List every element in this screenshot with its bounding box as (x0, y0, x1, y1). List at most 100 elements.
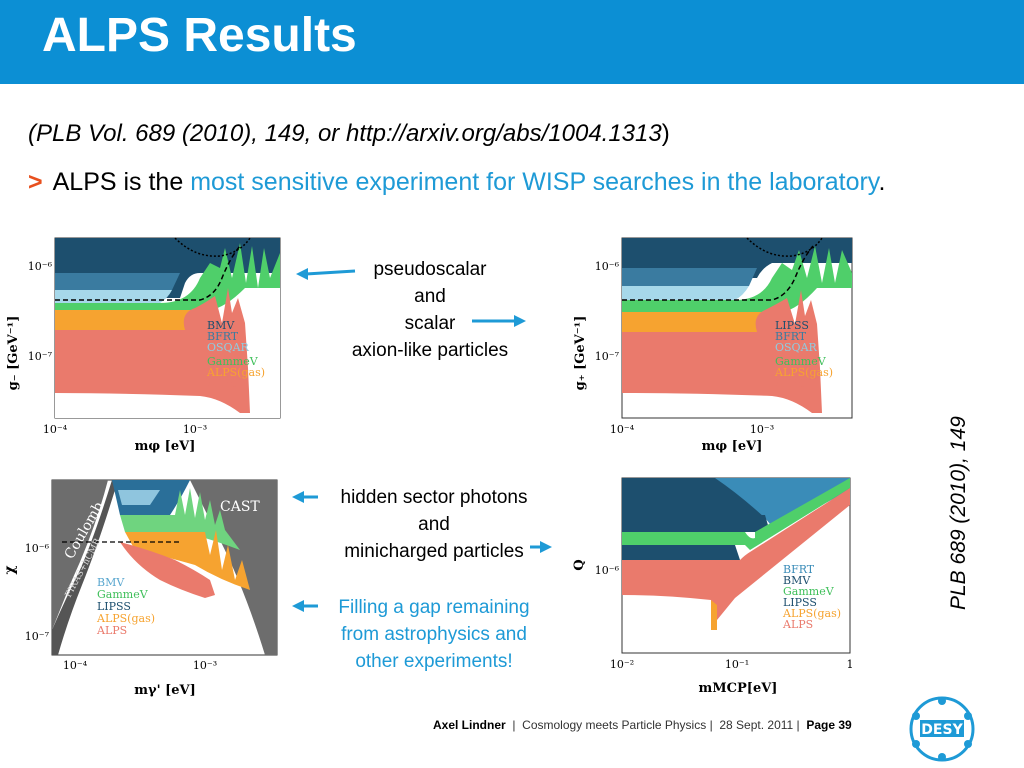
label-hidden-line2: and (418, 514, 450, 535)
plot1-ytick-1: 10⁻⁶ (28, 260, 53, 273)
plot1-legend-5: ALPS(gas) (206, 366, 265, 379)
plot3-ytick-2: 10⁻⁷ (25, 630, 50, 643)
plot4-lipss-region (622, 515, 770, 532)
plot-scalar: 10⁻⁶ 10⁻⁷ 10⁻⁴ 10⁻³ mφ [eV] g₊ [GeV⁻¹] L… (573, 237, 853, 454)
bullet-pre: ALPS is the (52, 168, 191, 196)
plot4-alps-region (622, 488, 850, 630)
plot1-legend-6: ALPS (206, 377, 237, 390)
plot2-ylabel: g₊ [GeV⁻¹] (573, 316, 588, 391)
plot3-gammev-region (120, 488, 240, 550)
plot1-gammev-region (55, 243, 280, 310)
plot4-legend-2: BMV (783, 574, 811, 587)
label-pseudo-line2: and (414, 286, 446, 307)
desy-logo-text: DESY (921, 722, 963, 738)
plot2-legend-1: LIPSS (775, 319, 809, 332)
plot3-xtick-2: 10⁻³ (193, 659, 217, 672)
plot4-xtick-1: 10⁻² (610, 658, 634, 671)
footer-author: Axel Lindner (433, 718, 506, 732)
plot2-ytick-1: 10⁻⁶ (595, 260, 620, 273)
plot3-cast-label: CAST (220, 499, 260, 515)
plot4-legend-5: ALPS(gas) (782, 607, 841, 620)
plot4-bfrt-region (715, 478, 850, 530)
plot1-legend-1: BMV (207, 319, 235, 332)
plot4-legend-4: LIPSS (783, 596, 817, 609)
plot1-legend-2: BFRT (207, 330, 239, 343)
arrow-pseudo-left-head (296, 268, 308, 280)
plot2-osqar-region (622, 286, 749, 300)
plot2-legend-4: GammeV (775, 355, 827, 368)
plot3-alpsgas-region (125, 530, 250, 590)
arrow-gap-left-head (292, 600, 304, 612)
arrow-pseudo-left (305, 269, 356, 276)
plot3-firas-region (52, 480, 118, 655)
plot3-xlabel: mγ' [eV] (134, 683, 196, 698)
plot2-xlabel: mφ [eV] (702, 439, 763, 454)
vertical-reference-text: PLB 689 (2010), 149 (947, 416, 970, 610)
plot2-alps-region (622, 290, 822, 413)
label-pseudo-line4: axion-like particles (351, 340, 509, 361)
plot4-legend-6: ALPS (782, 618, 813, 631)
arrow-layer (292, 268, 552, 612)
footer-event: Cosmology meets Particle Physics (522, 718, 707, 732)
arrow-scalar-right-head (514, 315, 526, 327)
bullet-line: > ALPS is the most sensitive experiment f… (28, 168, 885, 197)
plot3-bmv-region (118, 490, 160, 505)
plot4-alpsgas-region (711, 600, 717, 630)
plot1-xtick-2: 10⁻³ (183, 423, 207, 436)
plot2-xtick-2: 10⁻³ (750, 423, 774, 436)
title-bar: ALPS Results (0, 0, 1024, 84)
footer-sep1: | (512, 718, 516, 732)
vertical-reference: PLB 689 (2010), 149 (922, 380, 970, 610)
label-hidden-line1: hidden sector photons (340, 487, 528, 508)
plot-pseudoscalar: 10⁻⁶ 10⁻⁷ 10⁻⁴ 10⁻³ mφ [eV] g₋ [GeV⁻¹] B… (6, 237, 281, 454)
reference-text: (PLB Vol. 689 (2010), 149, or http://arx… (28, 120, 662, 147)
bullet-arrow-icon: > (28, 168, 43, 196)
label-gap: Filling a gap remaining from astrophysic… (316, 594, 552, 675)
plot3-legend-3: LIPSS (97, 600, 131, 613)
plot3-legend-2: GammeV (97, 588, 149, 601)
arrow-mini-right-head (540, 541, 552, 553)
label-gap-line2: from astrophysics and (341, 624, 527, 645)
plot4-legend-3: GammeV (783, 585, 835, 598)
plot3-ytick-1: 10⁻⁶ (25, 542, 50, 555)
plot-hidden-photon: Coulomb FIRAS+hCMB CAST 10⁻⁶ 10⁻⁷ 10⁻⁴ 1… (2, 479, 278, 698)
plot2-legend-5: ALPS(gas) (774, 366, 833, 379)
plot-minicharged: 10⁻⁶ 10⁻² 10⁻¹ 1 mMCP[eV] Q BFRT BMV Gam… (572, 477, 854, 696)
label-hidden-line3: minicharged particles (344, 541, 524, 562)
plot3-cast-region (190, 480, 277, 655)
arrow-hidden-left-head (292, 491, 304, 503)
plot4-gammev-region (622, 478, 850, 550)
plot1-alpsgas-region (55, 310, 210, 330)
footer-sep3: | (796, 718, 800, 732)
label-pseudo-line1: pseudoscalar (373, 259, 487, 280)
plot4-xlabel: mMCP[eV] (699, 681, 778, 696)
reference-line: (PLB Vol. 689 (2010), 149, or http://arx… (28, 120, 670, 148)
slide-title: ALPS Results (42, 9, 357, 62)
label-pseudo: pseudoscalar and scalar axion-like parti… (330, 256, 530, 364)
footer: Axel Lindner | Cosmology meets Particle … (433, 718, 852, 732)
plot4-xtick-2: 10⁻¹ (725, 658, 749, 671)
plot1-legend-4: GammeV (207, 355, 259, 368)
label-pseudo-line3: scalar (404, 313, 456, 334)
plot2-dashed-line (622, 245, 814, 301)
plot4-legend-1: BFRT (783, 563, 815, 576)
label-gap-line1: Filling a gap remaining (338, 597, 530, 618)
footer-sep2: | (709, 718, 713, 732)
bullet-post: . (878, 168, 886, 196)
plot2-bfrt-region (622, 268, 757, 286)
plot2-alpsgas-region (622, 312, 782, 332)
plot1-ytick-2: 10⁻⁷ (28, 350, 53, 363)
plot4-ylabel: Q (572, 559, 587, 570)
plot1-xlabel: mφ [eV] (135, 439, 196, 454)
plot3-legend-1: BMV (97, 576, 125, 589)
plot4-lipss2-region (622, 545, 740, 560)
plot3-coulomb-region (52, 480, 108, 630)
plot1-ylabel: g₋ [GeV⁻¹] (6, 316, 21, 391)
plot2-ytick-2: 10⁻⁷ (595, 350, 620, 363)
plot2-legend-3: OSQAR (775, 341, 818, 354)
plot1-bfrt-region (55, 273, 180, 290)
label-hidden: hidden sector photons and minicharged pa… (318, 484, 550, 565)
plot3-legend-5: ALPS (96, 624, 127, 637)
plot2-gammev-region (622, 246, 852, 312)
plot3-alps-region (120, 542, 215, 598)
